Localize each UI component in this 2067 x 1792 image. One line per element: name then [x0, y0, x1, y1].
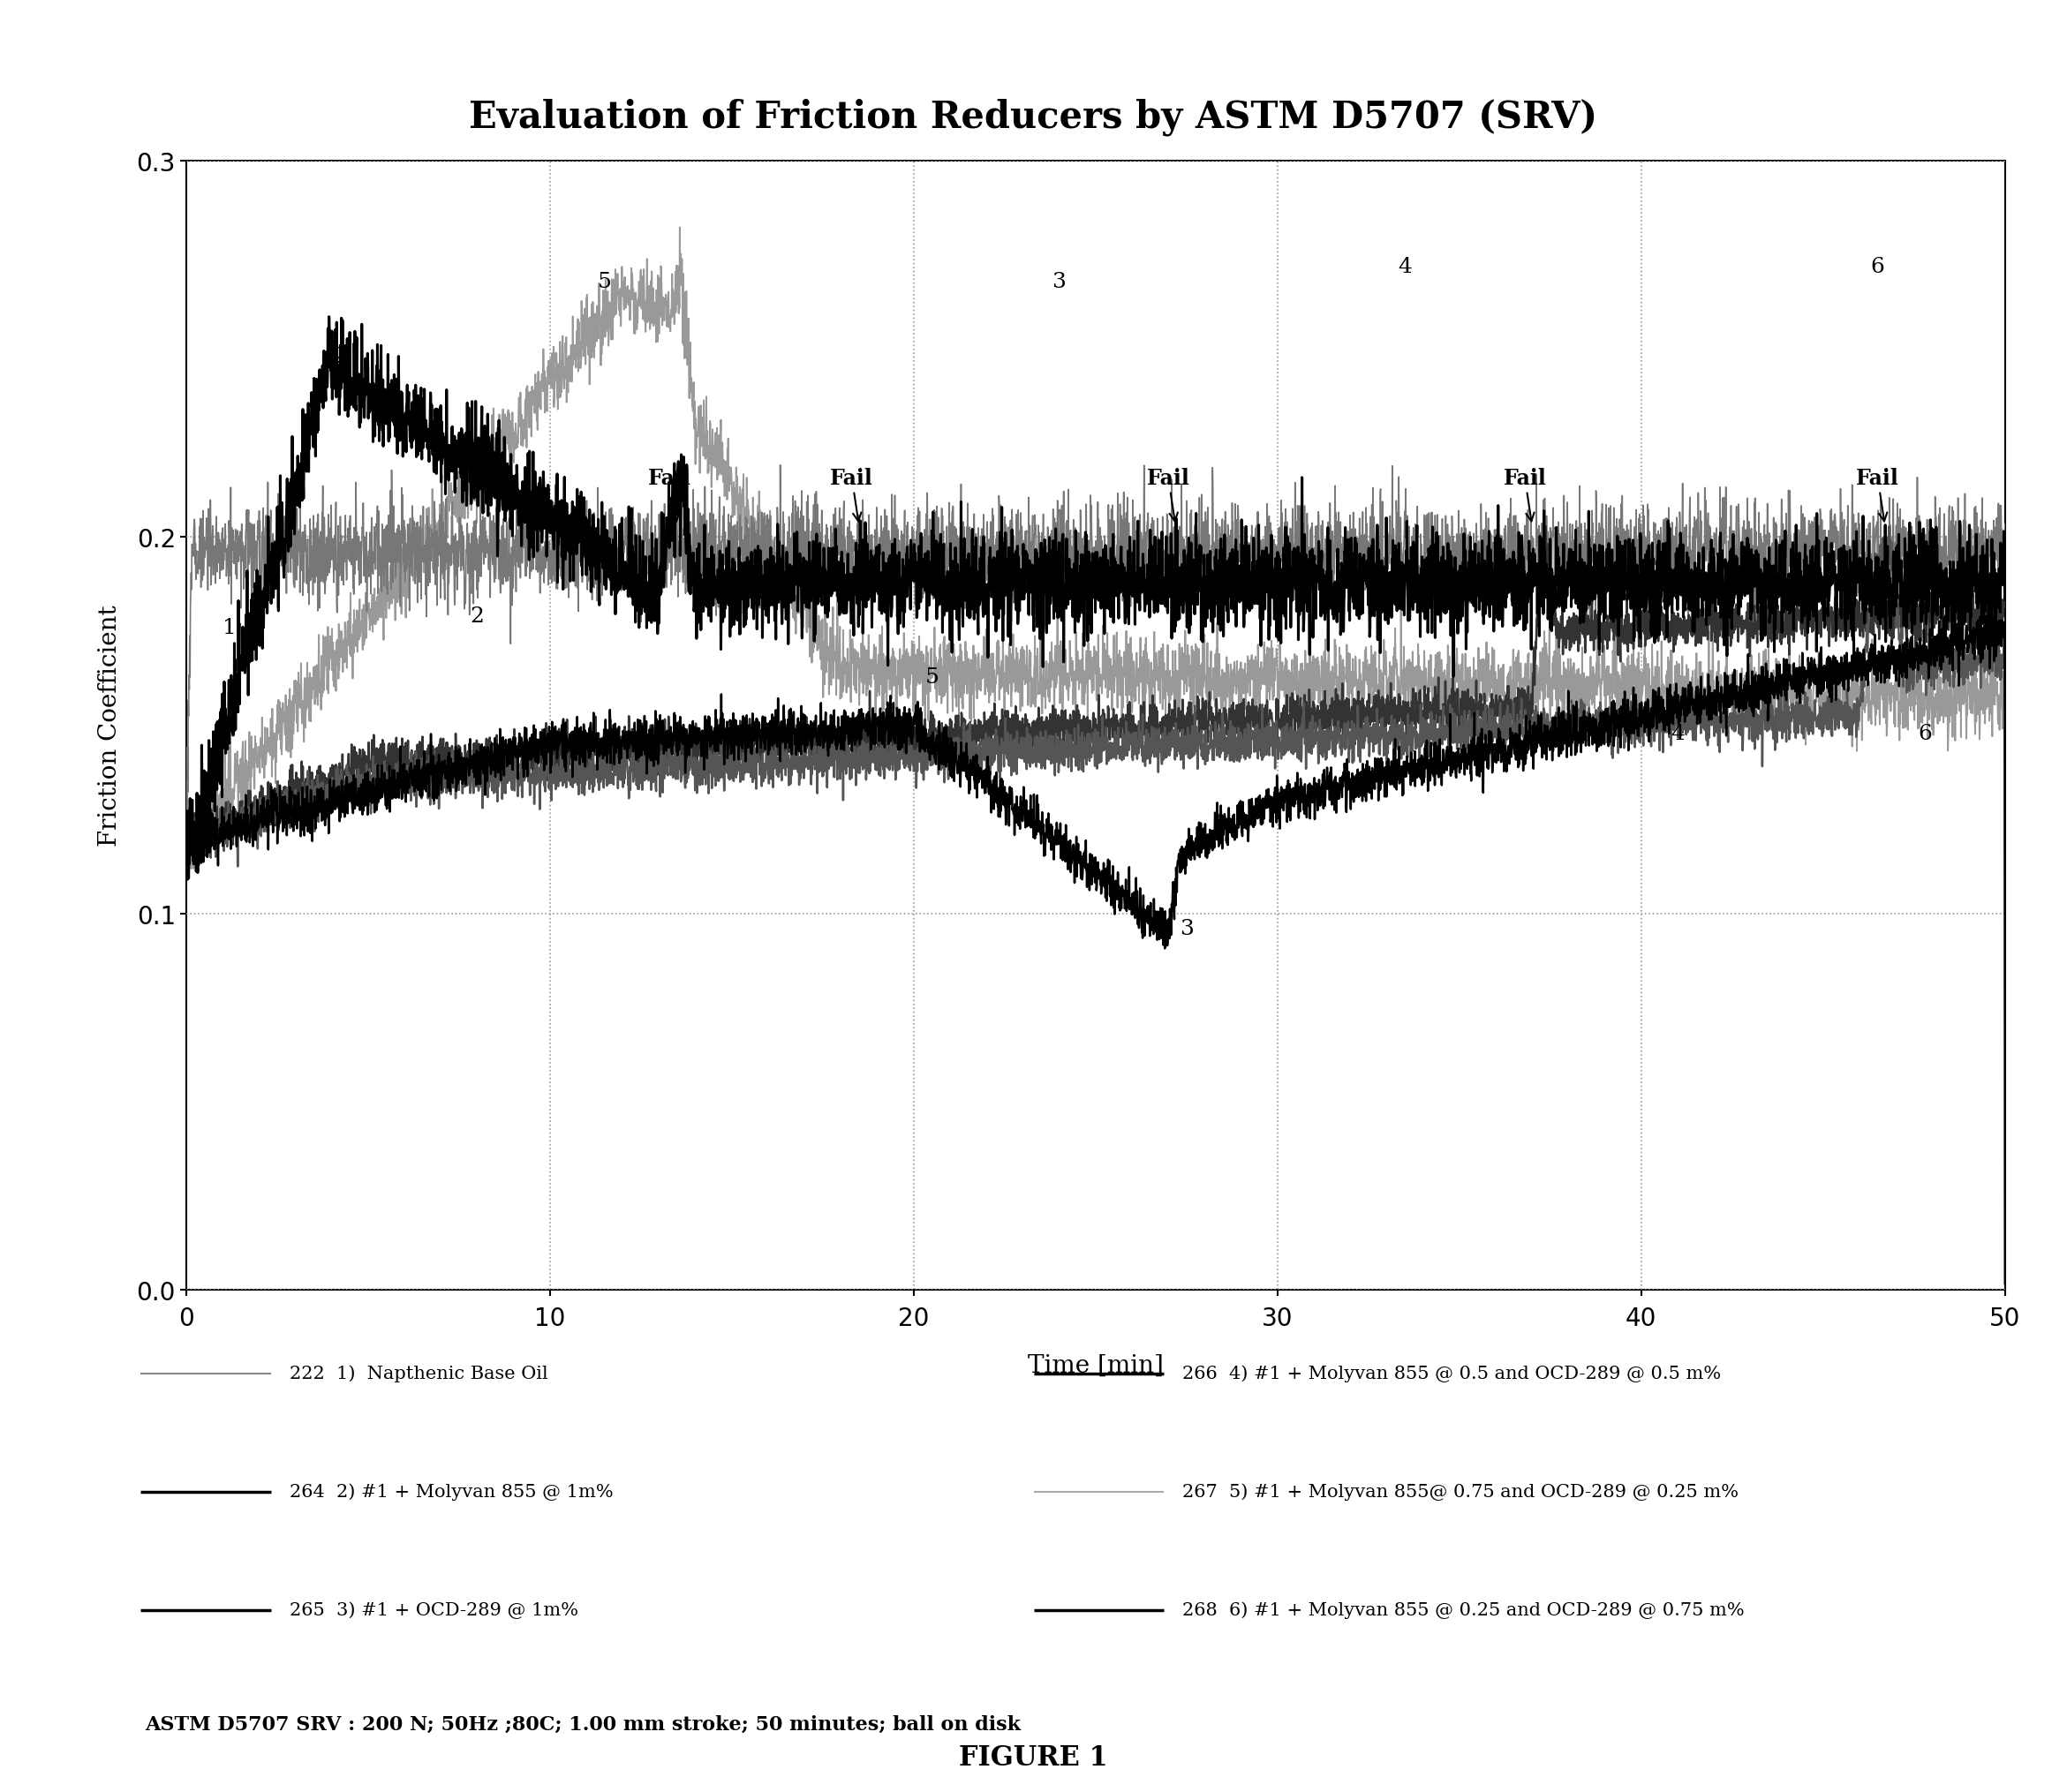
Text: 268  6) #1 + Molyvan 855 @ 0.25 and OCD-289 @ 0.75 m%: 268 6) #1 + Molyvan 855 @ 0.25 and OCD-2…: [1182, 1602, 1745, 1618]
Text: 3: 3: [1052, 272, 1067, 292]
Text: 2: 2: [333, 348, 345, 367]
Y-axis label: Friction Coefficient: Friction Coefficient: [97, 606, 122, 846]
Text: Fail: Fail: [1503, 468, 1546, 521]
Text: 4: 4: [1670, 724, 1685, 744]
Text: 3: 3: [1180, 919, 1193, 939]
Text: 6: 6: [1871, 256, 1885, 276]
Text: Fail: Fail: [1856, 468, 1900, 521]
Text: 265  3) #1 + OCD-289 @ 1m%: 265 3) #1 + OCD-289 @ 1m%: [289, 1602, 579, 1618]
Text: ASTM D5707 SRV : 200 N; 50Hz ;80C; 1.00 mm stroke; 50 minutes; ball on disk: ASTM D5707 SRV : 200 N; 50Hz ;80C; 1.00 …: [145, 1715, 1021, 1733]
Text: 5: 5: [597, 272, 612, 292]
Text: 267  5) #1 + Molyvan 855@ 0.75 and OCD-289 @ 0.25 m%: 267 5) #1 + Molyvan 855@ 0.75 and OCD-28…: [1182, 1484, 1738, 1500]
Text: 5: 5: [924, 667, 938, 686]
Text: 2: 2: [469, 606, 484, 627]
Text: 1: 1: [223, 618, 236, 638]
Text: Fail: Fail: [649, 468, 692, 521]
Text: Fail: Fail: [831, 468, 874, 521]
Text: FIGURE 1: FIGURE 1: [959, 1744, 1108, 1770]
Text: Time [min]: Time [min]: [1027, 1353, 1164, 1376]
Text: 266  4) #1 + Molyvan 855 @ 0.5 and OCD-289 @ 0.5 m%: 266 4) #1 + Molyvan 855 @ 0.5 and OCD-28…: [1182, 1366, 1722, 1382]
Text: Fail: Fail: [1147, 468, 1191, 521]
Text: 4: 4: [1397, 256, 1412, 276]
Text: 264  2) #1 + Molyvan 855 @ 1m%: 264 2) #1 + Molyvan 855 @ 1m%: [289, 1484, 614, 1500]
Text: Evaluation of Friction Reducers by ASTM D5707 (SRV): Evaluation of Friction Reducers by ASTM …: [469, 99, 1598, 136]
Text: 222  1)  Napthenic Base Oil: 222 1) Napthenic Base Oil: [289, 1366, 548, 1382]
Text: 6: 6: [1918, 724, 1933, 744]
